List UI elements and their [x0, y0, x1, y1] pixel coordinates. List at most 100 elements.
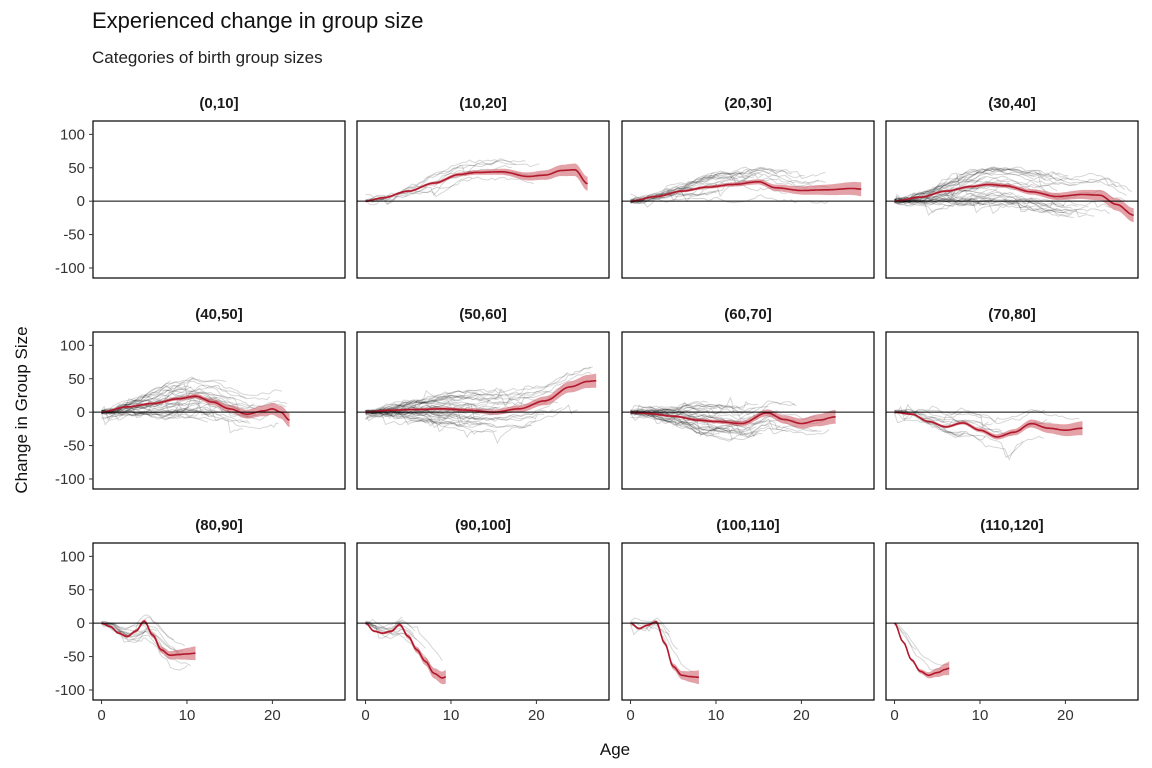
- individual-trace: [101, 623, 192, 666]
- panel-plot-area: [630, 396, 836, 442]
- individual-trace: [894, 623, 917, 651]
- individual-trace: [101, 410, 208, 423]
- individual-trace: [630, 410, 781, 432]
- individual-trace: [894, 196, 996, 206]
- individual-trace: [894, 195, 1089, 212]
- individual-trace: [630, 408, 773, 425]
- individual-trace: [894, 408, 966, 425]
- facet-strip-label: (90,100]: [455, 517, 511, 534]
- x-tick-label: 20: [793, 707, 810, 724]
- individual-trace: [365, 396, 491, 413]
- individual-trace: [894, 168, 1127, 204]
- individual-trace: [365, 396, 464, 412]
- individual-trace: [894, 168, 1069, 202]
- panel-border: [92, 331, 346, 490]
- individual-trace: [894, 405, 993, 428]
- individual-trace: [894, 195, 1111, 214]
- facet-panel: (40,50] 100 50 0 -50 -100: [55, 306, 346, 490]
- individual-trace: [630, 402, 758, 416]
- individual-trace: [894, 412, 963, 434]
- individual-trace: [894, 197, 988, 207]
- panel-plot-area: [630, 617, 699, 685]
- individual-trace: [365, 620, 443, 662]
- panel-border: [621, 331, 875, 490]
- individual-trace: [630, 178, 810, 203]
- x-axis-title: Age: [600, 740, 630, 759]
- individual-trace: [894, 167, 1005, 203]
- individual-trace: [101, 410, 220, 421]
- panel-border: [356, 542, 610, 701]
- smooth-line: [101, 620, 196, 657]
- individual-trace: [630, 396, 749, 413]
- y-tick-label: -100: [55, 471, 85, 488]
- facet-panel: (90,100] 0 10 20: [356, 517, 610, 724]
- individual-trace: [365, 620, 406, 635]
- individual-trace: [365, 371, 569, 414]
- smooth-line: [630, 181, 862, 202]
- x-tick-label: 10: [708, 707, 725, 724]
- individual-trace: [365, 159, 540, 199]
- individual-trace: [101, 621, 184, 652]
- x-tick-label: 10: [443, 707, 460, 724]
- individual-trace: [894, 622, 949, 666]
- panel-border: [885, 120, 1139, 279]
- y-tick-label: 50: [68, 582, 85, 599]
- individual-trace: [365, 394, 485, 415]
- individual-trace: [630, 194, 829, 204]
- smooth-line: [894, 411, 1083, 438]
- smooth-ci-ribbon: [630, 620, 699, 685]
- facet-panel: (10,20]: [356, 95, 610, 279]
- individual-trace: [365, 170, 473, 203]
- panel-plot-area: [365, 158, 588, 206]
- individual-trace: [101, 408, 251, 425]
- facet-strip-label: (30,40]: [988, 95, 1036, 112]
- x-tick-label: 0: [361, 707, 369, 724]
- panel-border: [885, 331, 1139, 490]
- individual-trace: [101, 410, 211, 421]
- individual-trace: [630, 411, 822, 441]
- individual-trace: [101, 621, 183, 655]
- individual-trace: [894, 168, 1126, 201]
- facet-strip-label: (50,60]: [459, 306, 507, 323]
- smooth-line: [365, 169, 588, 202]
- individual-trace: [365, 410, 495, 433]
- facet-panel: (100,110] 0 10 20: [621, 517, 875, 724]
- individual-trace: [365, 177, 473, 202]
- individual-trace: [894, 192, 1078, 208]
- smooth-line: [630, 411, 836, 425]
- individual-trace: [894, 166, 1047, 201]
- x-tick-label: 0: [626, 707, 634, 724]
- x-tick-label: 0: [97, 707, 105, 724]
- individual-trace: [630, 617, 670, 633]
- facet-panel: (30,40]: [885, 95, 1139, 279]
- y-tick-label: 100: [60, 126, 85, 143]
- individual-trace: [630, 411, 737, 423]
- individual-trace: [630, 172, 777, 204]
- individual-trace: [101, 396, 240, 412]
- chart-subtitle: Categories of birth group sizes: [92, 48, 323, 67]
- panel-border: [885, 542, 1139, 701]
- panel-border: [621, 542, 875, 701]
- individual-trace: [630, 619, 679, 650]
- individual-trace: [101, 408, 248, 424]
- smooth-ci-ribbon: [894, 622, 950, 679]
- x-tick-label: 10: [179, 707, 196, 724]
- individual-trace: [101, 385, 270, 415]
- individual-trace: [101, 388, 287, 415]
- individual-trace: [630, 167, 766, 204]
- facet-panel: (60,70]: [621, 306, 875, 490]
- individual-trace: [630, 412, 830, 436]
- y-tick-label: -50: [63, 438, 85, 455]
- facet-strip-label: (40,50]: [195, 306, 243, 323]
- individual-trace: [101, 383, 247, 415]
- individual-trace: [630, 621, 670, 636]
- individual-trace: [101, 391, 217, 413]
- individual-trace: [894, 409, 966, 436]
- individual-trace: [365, 411, 483, 424]
- individual-trace: [630, 175, 715, 201]
- facet-panel: (80,90] 100 50 0 -50 -100 0 10 20: [55, 517, 346, 724]
- facet-strip-label: (70,80]: [988, 306, 1036, 323]
- smooth-ci-ribbon: [101, 393, 290, 428]
- individual-trace: [894, 191, 1065, 207]
